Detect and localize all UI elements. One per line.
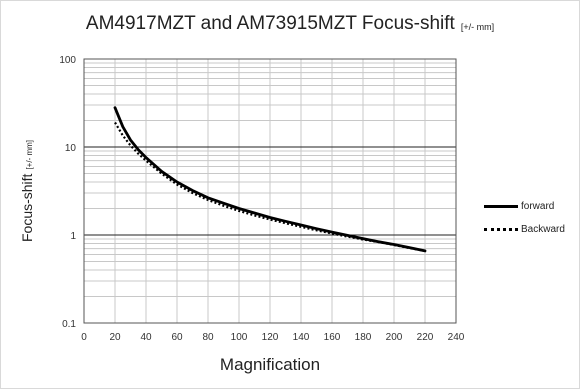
y-axis-label-text: Focus-shift	[19, 173, 35, 243]
y-tick-label: 1	[70, 231, 76, 242]
tick-labels: 0 20 40 60 80 100 120 140 160 180 200 220 240 0.1 1 10 1…	[59, 55, 464, 343]
x-tick-label: 60	[171, 332, 183, 343]
y-tick-label: 0.1	[62, 319, 76, 330]
legend-item-forward: forward	[484, 201, 554, 212]
x-tick-label: 240	[448, 332, 465, 343]
x-tick-label: 200	[386, 332, 403, 343]
chart-title-unit: [+/- mm]	[460, 22, 495, 32]
y-axis-label-unit: [+/- mm]	[25, 139, 34, 170]
y-tick-label: 10	[65, 143, 77, 154]
x-axis-label: Magnification	[219, 355, 321, 374]
grid	[83, 58, 457, 324]
legend-label-forward: forward	[521, 201, 555, 212]
x-tick-label: 20	[109, 332, 121, 343]
y-tick-label: 100	[59, 55, 76, 66]
x-tick-label: 40	[140, 332, 152, 343]
series-line-backward	[114, 121, 426, 252]
plot-area	[83, 58, 457, 324]
x-tick-label: 100	[231, 332, 248, 343]
chart-title-text: AM4917MZT and AM73915MZT Focus-shift	[85, 13, 455, 34]
x-tick-label: 0	[81, 332, 87, 343]
series-lines	[113, 106, 427, 253]
legend-swatch-solid	[484, 205, 518, 208]
legend-item-backward: Backward	[484, 224, 565, 235]
x-tick-label: 140	[293, 332, 310, 343]
x-tick-label: 220	[417, 332, 434, 343]
x-tick-label: 120	[262, 332, 279, 343]
series-line-forward	[113, 106, 427, 253]
chart-title: AM4917MZT and AM73915MZT Focus-shift [+/-…	[0, 13, 580, 35]
x-tick-label: 80	[202, 332, 214, 343]
legend-swatch-dotted	[484, 228, 518, 231]
x-tick-label: 180	[355, 332, 372, 343]
x-tick-label: 160	[324, 332, 341, 343]
legend-label-backward: Backward	[521, 224, 565, 235]
